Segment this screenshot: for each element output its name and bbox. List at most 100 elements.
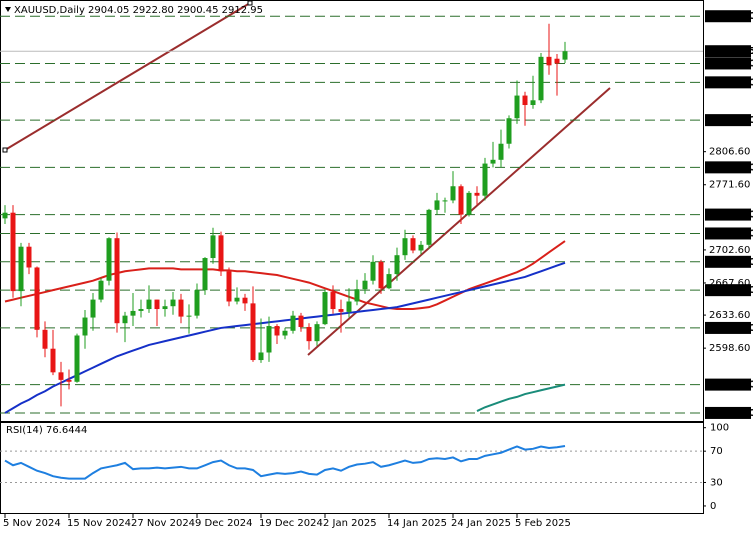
candle-body bbox=[234, 297, 240, 302]
candle-body bbox=[170, 299, 176, 307]
y-tick-label: 2702.60 bbox=[709, 245, 750, 256]
level-label-box bbox=[705, 255, 751, 268]
moving-average-line bbox=[4, 261, 566, 414]
level-label-box bbox=[705, 57, 751, 70]
level-label: 2620.00 bbox=[710, 323, 753, 334]
candle-body bbox=[362, 280, 368, 290]
price-panel-border bbox=[0, 0, 704, 422]
candle-body bbox=[402, 238, 408, 256]
x-tick-label: 27 Nov 2024 bbox=[131, 518, 195, 529]
candle-body bbox=[394, 255, 400, 275]
candle-body bbox=[202, 258, 208, 291]
level-label: 2740.00 bbox=[710, 210, 753, 221]
level-label: 2790.00 bbox=[710, 162, 753, 173]
symbol-menu-arrow[interactable] bbox=[5, 7, 11, 12]
level-label-box bbox=[705, 76, 751, 89]
candle-body bbox=[498, 143, 504, 160]
candle-body bbox=[50, 348, 56, 373]
candle-body bbox=[42, 329, 48, 349]
candle-body bbox=[410, 238, 416, 251]
candle-body bbox=[530, 100, 536, 106]
candle-body bbox=[266, 326, 272, 353]
level-label-box bbox=[705, 10, 751, 23]
level-label: 2660.00 bbox=[710, 285, 753, 296]
y-tick-label: 2598.60 bbox=[709, 343, 750, 354]
y-tick-label: 2633.60 bbox=[709, 310, 750, 321]
candle-body bbox=[146, 299, 152, 310]
candle-body bbox=[242, 297, 248, 304]
x-tick-label: 24 Jan 2025 bbox=[451, 518, 511, 529]
frame bbox=[0, 0, 704, 514]
candle-body bbox=[18, 246, 24, 292]
x-tick-label: 5 Nov 2024 bbox=[3, 518, 61, 529]
x-tick-label: 9 Dec 2024 bbox=[195, 518, 253, 529]
level-label-box bbox=[705, 378, 751, 391]
y-tick-label: 100 bbox=[710, 423, 729, 434]
x-tick-label: 5 Feb 2025 bbox=[515, 518, 571, 529]
level-label: 2840.00 bbox=[710, 115, 753, 126]
candle-body bbox=[2, 212, 8, 219]
y-tick-label: 0 bbox=[710, 501, 716, 512]
candle-body bbox=[74, 335, 80, 382]
candle-body bbox=[322, 292, 328, 325]
level-label: 2530.00 bbox=[710, 408, 753, 419]
candle-body bbox=[34, 267, 40, 330]
y-tick-label: 30 bbox=[710, 477, 723, 488]
level-label-box bbox=[705, 114, 751, 127]
level-label: 2690.00 bbox=[710, 257, 753, 268]
candle-body bbox=[114, 238, 120, 324]
level-label-box bbox=[705, 321, 751, 334]
candle-body bbox=[154, 299, 160, 310]
level-label: 2880.00 bbox=[710, 77, 753, 88]
candle-body bbox=[250, 303, 256, 361]
current-price-label: 2912.95 bbox=[710, 46, 753, 57]
candle-body bbox=[82, 317, 88, 336]
candle-body bbox=[106, 238, 112, 281]
candle-body bbox=[186, 315, 192, 317]
candle-body bbox=[210, 235, 216, 259]
candle-body bbox=[10, 212, 16, 292]
chart-header: XAUUSD,Daily 2904.05 2922.80 2900.45 291… bbox=[14, 5, 263, 16]
y-tick-label: 2667.60 bbox=[709, 278, 750, 289]
level-label: 2950.00 bbox=[710, 11, 753, 22]
candle-body bbox=[194, 290, 200, 316]
candle-body bbox=[98, 280, 104, 300]
candle-body bbox=[314, 324, 320, 342]
candle-body bbox=[562, 51, 568, 60]
y-tick-label: 2806.60 bbox=[709, 147, 750, 158]
candle-body bbox=[354, 289, 360, 302]
candle-body bbox=[130, 310, 136, 316]
candle-body bbox=[378, 261, 384, 289]
candle-body bbox=[490, 159, 496, 164]
level-label-box bbox=[705, 161, 751, 174]
candle-body bbox=[554, 58, 560, 64]
candle-body bbox=[426, 209, 432, 245]
candle-body bbox=[122, 315, 128, 324]
candle-body bbox=[474, 192, 480, 196]
current-price-box bbox=[705, 45, 751, 58]
candle-body bbox=[298, 315, 304, 327]
candle-body bbox=[506, 118, 512, 144]
trendlines bbox=[4, 2, 611, 356]
rsi-line bbox=[4, 444, 566, 480]
candle-body bbox=[546, 56, 552, 66]
candle-body bbox=[330, 292, 336, 310]
trendline-anchor bbox=[2, 147, 8, 153]
level-label-box bbox=[705, 227, 751, 240]
candle-body bbox=[418, 244, 424, 251]
level-label: 2900.00 bbox=[710, 58, 753, 69]
candle-body bbox=[346, 301, 352, 312]
level-label: 2720.00 bbox=[710, 228, 753, 239]
plot-area: 2806.60 2771.60 2702.60 2667.60 2633.60 2598.… bbox=[0, 10, 753, 529]
candle-body bbox=[538, 56, 544, 101]
candle-body bbox=[66, 379, 72, 382]
level-label-box bbox=[705, 406, 751, 419]
moving-average-line bbox=[476, 383, 566, 412]
rsi-title: RSI(14) 76.6444 bbox=[6, 425, 87, 436]
trendline bbox=[307, 87, 611, 356]
y-tick-label: 70 bbox=[710, 446, 723, 457]
candle-body bbox=[338, 309, 344, 312]
level-label-box bbox=[705, 284, 751, 297]
